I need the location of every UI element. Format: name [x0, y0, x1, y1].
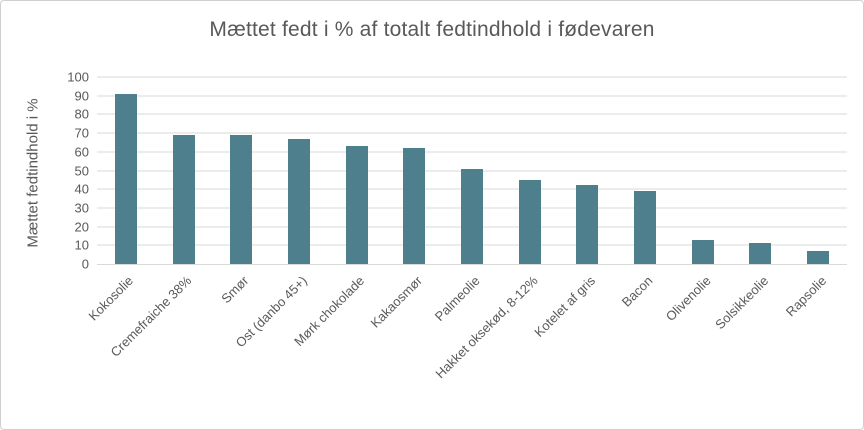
x-label-slot: Mørk chokolade	[291, 265, 386, 423]
bar-slot	[155, 77, 213, 264]
y-tick-label: 60	[74, 144, 89, 160]
bar-cremefraiche-38-	[172, 134, 195, 264]
bar-palmeolie	[460, 168, 483, 264]
x-tick-label: Rapsolie	[782, 273, 829, 320]
y-axis-ticks: 0 10 20 30 40 50 60 70 80 90 100	[51, 70, 89, 272]
bar-ost-danbo-45-	[287, 138, 310, 264]
x-label-slot: Olivenolie	[662, 265, 732, 423]
bar-olivenolie	[691, 239, 714, 264]
bar-solsikkeolie	[749, 243, 772, 264]
bar-slot	[732, 77, 790, 264]
x-label-slot: Solsikkeolie	[712, 265, 790, 423]
x-tick-label: Bacon	[618, 273, 656, 310]
x-axis-labels: Kokosolie Cremefraiche 38% Smør Ost (danbo …	[86, 265, 847, 423]
chart-title: Mættet fedt i % af totalt fedtindhold i …	[209, 18, 655, 41]
y-tick-label: 50	[74, 163, 89, 178]
y-axis-title: Mættet fedtindhold i %	[24, 98, 42, 248]
bar-slot	[616, 77, 674, 264]
bar-kokosolie	[114, 93, 137, 264]
gridline	[97, 132, 847, 134]
gridline	[97, 76, 847, 78]
x-label-slot: Kotelet af gris	[531, 265, 617, 423]
y-tick-label: 40	[74, 181, 89, 197]
y-tick-label: 30	[74, 200, 89, 216]
bar-kotelet-af-gris	[576, 185, 599, 264]
x-tick-label: Kokosolie	[85, 273, 137, 324]
bar-mørk-chokolade	[345, 146, 368, 264]
bars-row	[97, 77, 847, 264]
gridline	[97, 113, 847, 115]
bar-slot	[97, 77, 155, 264]
y-tick-label: 80	[74, 106, 89, 122]
bar-slot	[270, 77, 328, 264]
bar-slot	[789, 77, 847, 264]
y-tick-label: 70	[74, 125, 89, 141]
gridline	[97, 95, 847, 97]
bar-slot	[674, 77, 732, 264]
x-label-slot: Hakket oksekød, 8-12%	[432, 265, 559, 423]
bar-kakaosmør	[403, 148, 426, 264]
bar-hakket-oksekød-8-12-	[518, 179, 541, 264]
gridline	[97, 151, 847, 153]
bar-slot	[443, 77, 501, 264]
y-tick-label: 20	[74, 219, 89, 235]
y-tick-label: 100	[67, 69, 89, 85]
bar-slot	[212, 77, 270, 264]
x-label-slot: Cremefraiche 38%	[107, 265, 213, 423]
x-tick-label: Smør	[218, 273, 252, 307]
x-label-slot: Kakaosmør	[367, 265, 443, 423]
y-tick-label: 10	[74, 237, 89, 253]
bar-slot	[559, 77, 617, 264]
bar-slot	[328, 77, 386, 264]
bar-smør	[230, 134, 253, 264]
bar-slot	[385, 77, 443, 264]
bar-slot	[501, 77, 559, 264]
y-tick-label: 90	[74, 88, 89, 104]
x-label-slot: Rapsolie	[782, 265, 847, 423]
bar-bacon	[634, 191, 657, 264]
y-tick-label: 0	[81, 256, 89, 272]
plot-area: 0 10 20 30 40 50 60 70 80 90 100	[67, 70, 847, 272]
bar-rapsolie	[807, 250, 830, 264]
x-label-slot: Bacon	[616, 265, 674, 423]
